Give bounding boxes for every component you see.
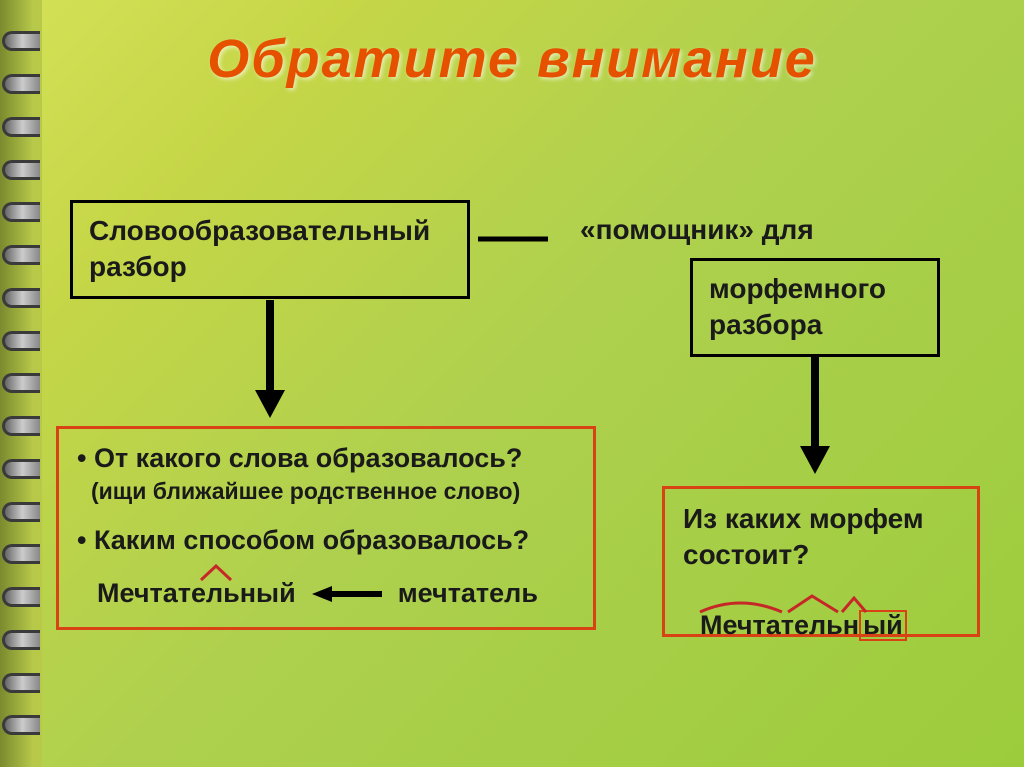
morph-suf2: н [843,610,859,640]
morph-root: Мечта [700,610,781,640]
arrow-down-left [250,300,290,420]
morpheme-example: Мечтательный [700,610,907,641]
wordformation-line1: Словообразовательный [89,213,451,249]
wordformation-line2: разбор [89,249,451,285]
morphemic-line2: разбора [709,307,921,343]
bullet-q2: • Каким способом образовалось? [77,525,575,556]
morph-ending: ый [859,610,907,641]
wordformation-box: Словообразовательный разбор [70,200,470,299]
dash-connector [478,234,568,244]
spiral-binding [0,0,42,767]
suffix-mark-icon [199,564,233,582]
slide-title: Обратите внимание [0,28,1024,90]
morphemes-q-line1: Из каких морфем [683,501,959,537]
morphemic-line1: морфемного [709,271,921,307]
morphemic-box: морфемного разбора [690,258,940,357]
morph-suf1: тель [781,610,843,640]
bullets-box: • От какого слова образовалось? (ищи бли… [56,426,596,630]
example-word-base: мечтатель [398,578,538,609]
example-word-derived: Мечтательный [97,578,296,609]
bullet-q1-sub: (ищи ближайшее родственное слово) [91,478,575,505]
arrow-down-right [795,356,835,476]
example-row: Мечтательный мечтатель [97,578,575,609]
arrow-left-icon [312,584,382,604]
helper-label: «помощник» для [580,214,814,246]
morpheme-marks [696,592,926,614]
morphemes-q-line2: состоит? [683,537,959,573]
bullet-q1: • От какого слова образовалось? [77,443,575,474]
